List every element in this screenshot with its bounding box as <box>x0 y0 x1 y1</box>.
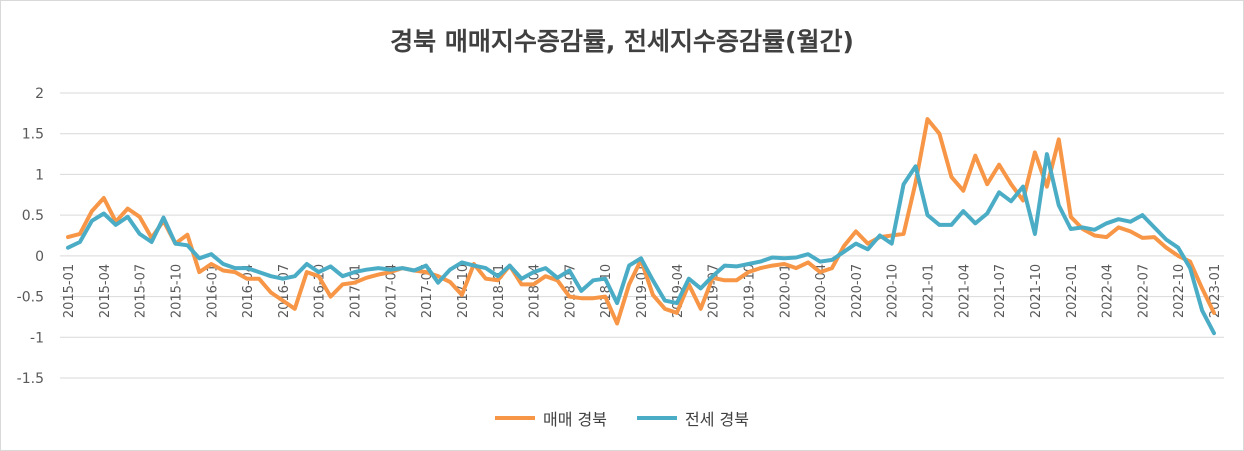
x-tick-label: 2021-10 <box>1029 264 1044 318</box>
y-tick-label: -1.5 <box>17 371 44 387</box>
x-tick-label: 2021-07 <box>993 264 1008 318</box>
x-tick-label: 2018-04 <box>528 264 543 318</box>
x-tick-label: 2017-01 <box>349 264 364 318</box>
x-tick-label: 2022-10 <box>1172 264 1187 318</box>
legend-label-sale: 매매 경북 <box>543 410 607 429</box>
x-tick-label: 2022-01 <box>1065 264 1080 318</box>
x-tick-label: 2019-10 <box>742 264 757 318</box>
y-tick-label: 1 <box>35 167 44 183</box>
x-tick-label: 2015-04 <box>98 264 113 318</box>
x-tick-label: 2020-01 <box>778 264 793 318</box>
x-tick-label: 2017-04 <box>384 264 399 318</box>
x-tick-label: 2020-04 <box>814 264 829 318</box>
y-tick-label: 1.5 <box>22 127 44 143</box>
x-tick-label: 2015-10 <box>169 264 184 318</box>
y-tick-label: -0.5 <box>17 290 44 306</box>
x-tick-label: 2022-04 <box>1101 264 1116 318</box>
y-tick-label: -1 <box>30 330 44 346</box>
legend-label-jeonse: 전세 경북 <box>685 410 749 429</box>
x-tick-label: 2015-01 <box>62 264 77 318</box>
x-tick-label: 2015-07 <box>134 264 149 318</box>
legend-swatch-jeonse <box>637 416 677 420</box>
y-tick-label: 0.5 <box>22 208 44 224</box>
chart-legend: 매매 경북 전세 경북 <box>0 406 1244 430</box>
legend-item-sale: 매매 경북 <box>495 406 607 430</box>
y-tick-label: 2 <box>35 86 44 102</box>
x-tick-label: 2023-01 <box>1208 264 1223 318</box>
legend-item-jeonse: 전세 경북 <box>637 406 749 430</box>
series-line-jeonse <box>66 152 1216 336</box>
x-tick-label: 2016-01 <box>205 264 220 318</box>
legend-swatch-sale <box>495 416 536 420</box>
x-tick-label: 2021-01 <box>922 264 937 318</box>
x-tick-label: 2017-07 <box>420 264 435 318</box>
x-tick-label: 2020-10 <box>886 264 901 318</box>
x-tick-label: 2021-04 <box>957 264 972 318</box>
chart-title: 경북 매매지수증감률, 전세지수증감률(월간) <box>390 27 854 56</box>
x-tick-label: 2020-07 <box>850 264 865 318</box>
x-tick-label: 2016-07 <box>277 264 292 318</box>
x-tick-label: 2018-01 <box>492 264 507 318</box>
x-tick-label: 2022-07 <box>1136 264 1151 318</box>
y-tick-label: 0 <box>35 249 44 265</box>
